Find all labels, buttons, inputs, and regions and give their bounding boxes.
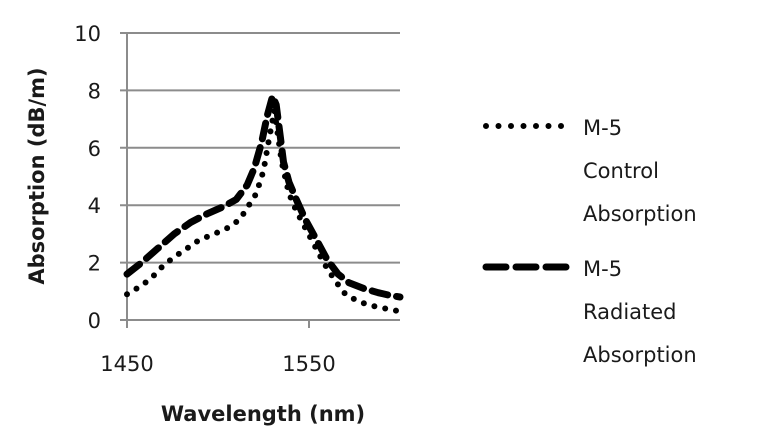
legend-label: Control [583, 159, 659, 183]
legend-label: Absorption [583, 202, 697, 226]
legend: M-5 Control Absorption M-5 Radiated Absorptio… [482, 116, 697, 367]
y-axis-tick-labels: 0 2 4 6 8 10 [74, 22, 101, 333]
series-dashed-line [123, 92, 404, 301]
x-axis-title: Wavelength (nm) [161, 402, 365, 426]
legend-label: M-5 [583, 116, 622, 140]
x-tick-label: 1450 [100, 352, 153, 376]
legend-label: M-5 [583, 257, 622, 281]
legend-label: Radiated [583, 300, 677, 324]
y-axis-title: Absorption (dB/m) [25, 67, 49, 284]
y-tick-label: 4 [88, 194, 101, 218]
x-tick-label: 1550 [282, 352, 335, 376]
y-tick-label: 10 [74, 22, 101, 46]
y-tick-label: 2 [88, 252, 101, 276]
y-tick-label: 0 [88, 309, 101, 333]
y-tick-label: 6 [88, 137, 101, 161]
legend-item-dotted: M-5 Control Absorption [483, 116, 697, 226]
gridlines [120, 32, 400, 321]
y-tick-label: 8 [88, 79, 101, 103]
legend-label: Absorption [583, 343, 697, 367]
legend-item-dashed: M-5 Radiated Absorption [482, 257, 697, 367]
plot-series [123, 92, 404, 315]
axes [126, 33, 310, 328]
series-dotted-line [124, 107, 403, 315]
x-axis-tick-labels: 1450 1550 [100, 352, 335, 376]
